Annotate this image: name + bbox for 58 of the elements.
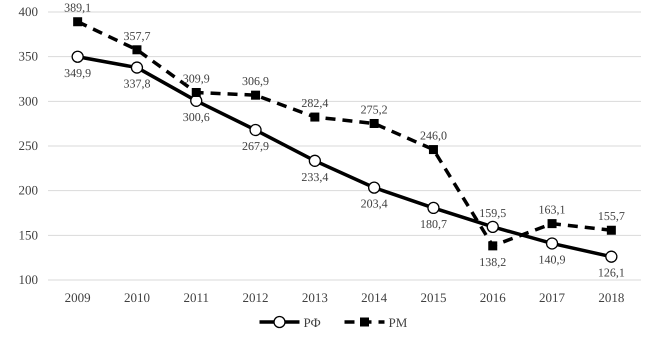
point (428, 145, 438, 154)
legend-label: РФ (304, 315, 321, 330)
x-tick-label: 2010 (124, 290, 150, 305)
point (251, 90, 260, 100)
data-label: 138,2 (479, 254, 506, 269)
y-tick-label: 400 (18, 4, 38, 19)
data-label: 309,9 (182, 71, 210, 86)
point (72, 50, 84, 63)
data-label: 275,2 (360, 102, 388, 116)
data-label: 140,9 (538, 252, 566, 266)
data-label: 349,9 (64, 66, 92, 80)
y-tick-label: 300 (18, 93, 38, 108)
data-label: 306,9 (242, 74, 270, 88)
data-label: 267,9 (242, 139, 270, 154)
point (427, 202, 440, 214)
x-tick-label: 2017 (539, 290, 566, 305)
point (310, 112, 320, 122)
x-tick-label: 2018 (598, 290, 624, 305)
point (370, 118, 379, 128)
y-tick-label: 150 (18, 227, 38, 242)
point (368, 181, 380, 194)
x-tick-label: 2016 (480, 290, 506, 305)
data-label: 233,4 (301, 170, 328, 184)
y-tick-label: 100 (18, 272, 38, 287)
data-label: 389,1 (64, 0, 92, 15)
x-tick-label: 2014 (361, 290, 388, 305)
data-label: 282,4 (301, 96, 328, 110)
point (548, 219, 557, 228)
x-tick-label: 2011 (183, 290, 210, 305)
data-label: 246,0 (420, 128, 447, 143)
point (192, 88, 201, 97)
data-label: 300,6 (182, 110, 210, 124)
y-tick-label: 250 (18, 138, 38, 153)
data-label: 337,8 (123, 76, 150, 91)
x-tick-label: 2015 (420, 290, 446, 305)
point (249, 124, 262, 136)
point (130, 61, 144, 74)
data-label: 126,1 (598, 266, 625, 280)
point (488, 241, 498, 250)
point (605, 250, 618, 263)
x-tick-label: 2009 (64, 290, 91, 305)
data-label: 159,5 (479, 206, 506, 220)
data-label: 203,4 (360, 196, 388, 211)
point (132, 45, 142, 54)
legend-label: РМ (388, 315, 408, 330)
point (73, 17, 82, 26)
y-tick-label: 200 (18, 182, 38, 198)
point (486, 220, 499, 233)
data-label: 163,1 (538, 202, 566, 217)
point (308, 154, 321, 167)
data-label: 155,7 (598, 209, 625, 224)
data-label: 180,7 (420, 216, 447, 231)
point (546, 237, 558, 250)
y-tick-label: 350 (18, 48, 38, 64)
x-tick-label: 2012 (242, 290, 269, 305)
x-tick-label: 2013 (302, 290, 328, 305)
data-label: 357,7 (123, 28, 150, 43)
point (606, 226, 616, 235)
